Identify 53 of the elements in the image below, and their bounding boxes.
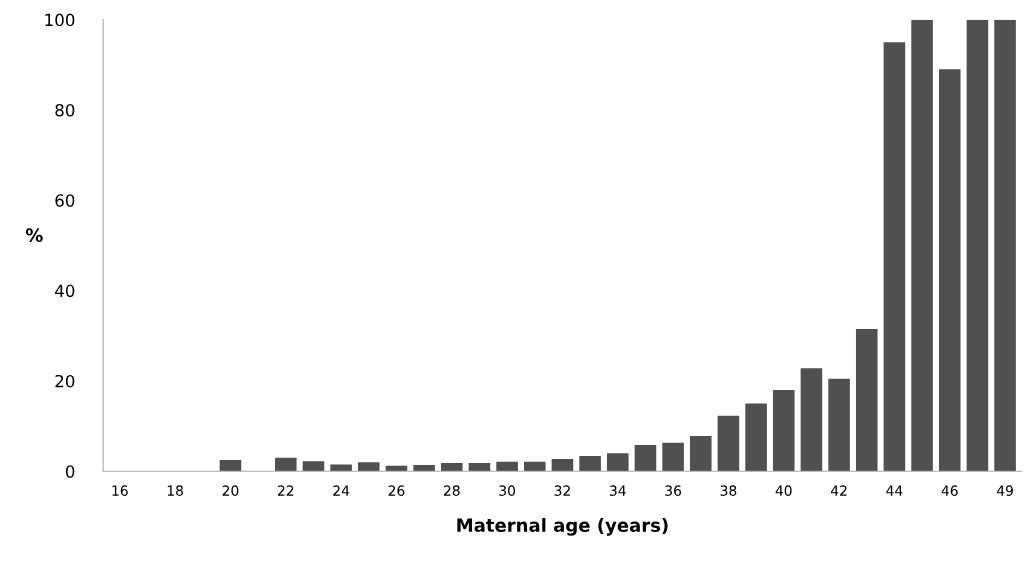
bar xyxy=(606,453,629,472)
y-tick-label: 20 xyxy=(55,374,75,388)
bar xyxy=(330,464,352,472)
bar xyxy=(662,442,684,472)
x-tick-label: 24 xyxy=(333,485,350,496)
x-tick-label: 38 xyxy=(720,485,737,496)
bar xyxy=(689,436,712,472)
x-tick-label: 40 xyxy=(775,485,792,496)
bar xyxy=(468,463,491,472)
bar xyxy=(219,459,242,472)
bar xyxy=(828,378,850,472)
bar xyxy=(855,328,878,472)
x-tick-label: 16 xyxy=(112,485,128,496)
bar xyxy=(883,42,906,472)
bar xyxy=(634,445,657,472)
x-tick-label: 20 xyxy=(222,485,239,496)
x-tick-label: 22 xyxy=(277,485,294,496)
bar xyxy=(413,464,435,472)
bar xyxy=(579,455,601,472)
bar xyxy=(275,457,297,472)
bar xyxy=(938,69,961,472)
bar xyxy=(523,461,546,472)
bar xyxy=(966,19,989,472)
x-tick-label: 34 xyxy=(609,485,626,496)
y-axis-title: % xyxy=(25,228,43,242)
x-tick-label: 26 xyxy=(388,485,405,496)
y-tick-label: 0 xyxy=(65,465,75,478)
bar xyxy=(358,462,380,472)
bar xyxy=(440,463,463,472)
bar xyxy=(800,368,823,472)
x-axis-title: Maternal age (years) xyxy=(457,518,668,536)
bar xyxy=(302,461,325,472)
y-tick-label: 40 xyxy=(55,284,75,298)
bar xyxy=(551,459,574,472)
bar xyxy=(496,461,518,472)
x-tick-label: 36 xyxy=(665,485,682,496)
x-tick-label: 30 xyxy=(499,485,516,496)
x-tick-label: 42 xyxy=(830,485,847,496)
bar xyxy=(772,389,795,472)
y-tick-label: 60 xyxy=(55,194,75,207)
bar xyxy=(385,465,408,472)
x-tick-label: 49 xyxy=(996,485,1013,496)
x-tick-label: 32 xyxy=(554,485,570,496)
y-tick-label: 80 xyxy=(55,103,75,117)
x-tick-label: 28 xyxy=(443,485,460,496)
bar xyxy=(745,403,767,472)
bar xyxy=(994,19,1016,472)
bar xyxy=(911,19,933,472)
bar xyxy=(717,415,740,472)
x-tick-label: 18 xyxy=(167,485,184,496)
y-tick-label: 100 xyxy=(45,13,75,27)
x-tick-label: 44 xyxy=(886,485,903,496)
x-tick-label: 46 xyxy=(941,485,958,496)
